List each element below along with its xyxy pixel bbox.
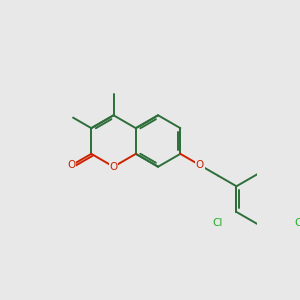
Text: Cl: Cl — [295, 218, 300, 228]
Text: O: O — [196, 160, 204, 170]
Text: O: O — [67, 160, 75, 170]
Text: Cl: Cl — [212, 218, 223, 228]
Text: O: O — [110, 162, 118, 172]
